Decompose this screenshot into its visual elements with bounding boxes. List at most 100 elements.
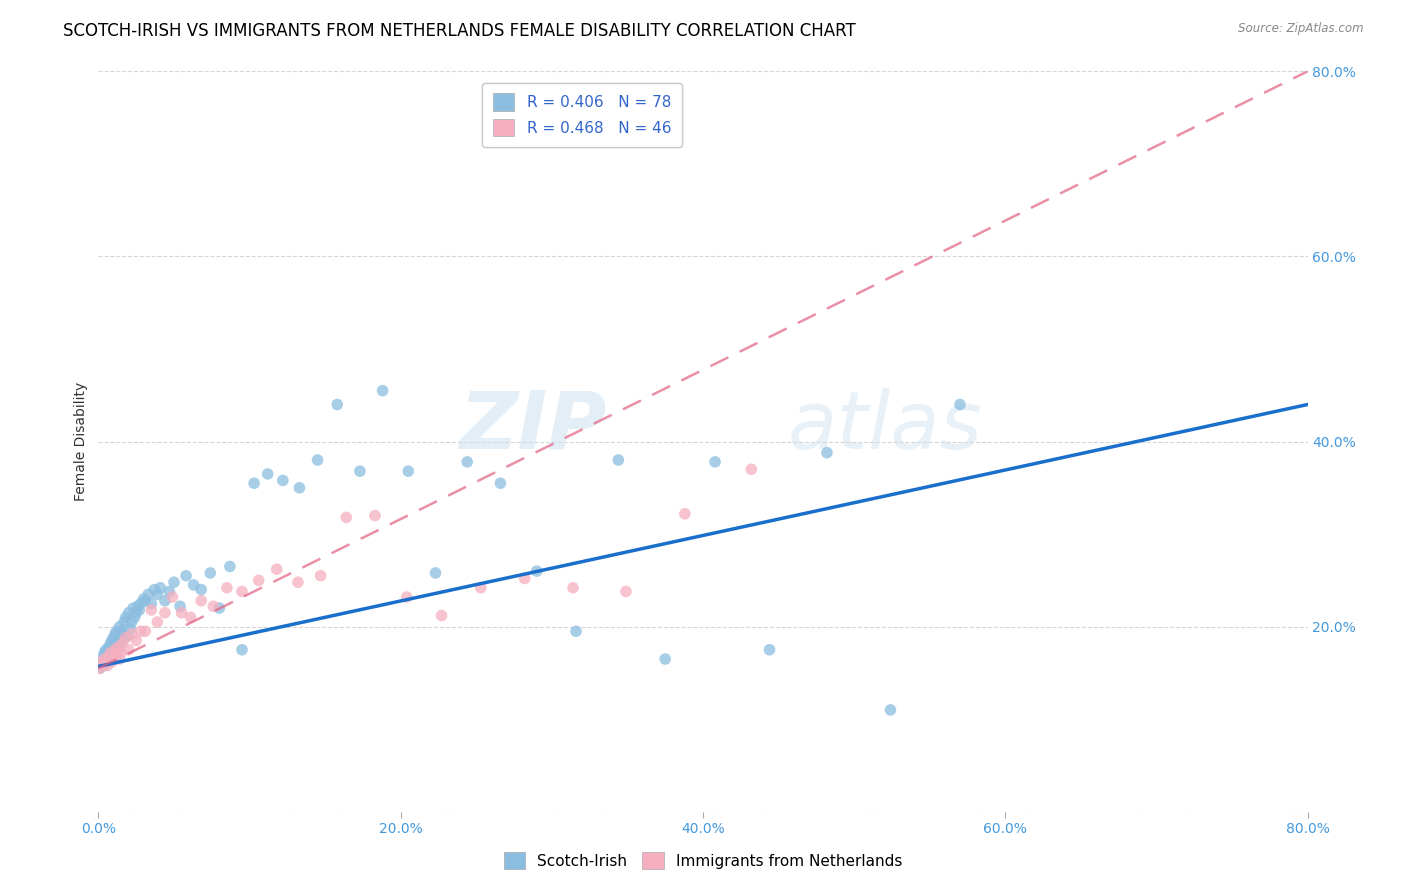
- Point: [91, 649, 114, 664]
- Point: [215, 581, 238, 595]
- Point: [456, 455, 478, 469]
- Point: [100, 636, 122, 650]
- Point: [128, 603, 150, 617]
- Text: SCOTCH-IRISH VS IMMIGRANTS FROM NETHERLANDS FEMALE DISABILITY CORRELATION CHART: SCOTCH-IRISH VS IMMIGRANTS FROM NETHERLA…: [63, 22, 856, 40]
- Point: [395, 590, 418, 604]
- Point: [127, 599, 149, 614]
- Point: [110, 627, 132, 641]
- Point: [136, 587, 159, 601]
- Point: [98, 649, 121, 664]
- Point: [103, 652, 125, 666]
- Point: [489, 476, 512, 491]
- Legend: R = 0.406   N = 78, R = 0.468   N = 46: R = 0.406 N = 78, R = 0.468 N = 46: [482, 83, 682, 147]
- Point: [101, 646, 124, 660]
- Point: [183, 578, 205, 592]
- Point: [654, 652, 676, 666]
- Point: [231, 642, 253, 657]
- Point: [190, 582, 212, 597]
- Point: [124, 610, 146, 624]
- Point: [98, 640, 121, 654]
- Point: [107, 633, 129, 648]
- Point: [326, 398, 349, 412]
- Point: [100, 646, 122, 660]
- Point: [815, 445, 838, 459]
- Point: [758, 642, 780, 657]
- Point: [114, 631, 136, 645]
- Point: [396, 464, 419, 478]
- Point: [271, 474, 294, 488]
- Point: [153, 593, 176, 607]
- Point: [91, 658, 114, 673]
- Point: [90, 655, 112, 669]
- Point: [110, 633, 132, 648]
- Point: [247, 574, 270, 588]
- Point: [134, 624, 156, 639]
- Point: [879, 703, 901, 717]
- Point: [89, 661, 111, 675]
- Point: [141, 597, 163, 611]
- Point: [122, 601, 145, 615]
- Point: [219, 559, 242, 574]
- Point: [430, 608, 453, 623]
- Point: [101, 655, 124, 669]
- Point: [288, 481, 311, 495]
- Point: [115, 629, 138, 643]
- Point: [349, 464, 371, 478]
- Point: [190, 593, 212, 607]
- Point: [371, 384, 394, 398]
- Point: [101, 633, 124, 648]
- Point: [120, 622, 142, 636]
- Point: [470, 581, 492, 595]
- Text: atlas: atlas: [787, 388, 983, 466]
- Point: [309, 568, 332, 582]
- Point: [89, 661, 111, 675]
- Point: [673, 507, 696, 521]
- Point: [740, 462, 762, 476]
- Point: [146, 615, 169, 629]
- Point: [104, 627, 127, 641]
- Text: Source: ZipAtlas.com: Source: ZipAtlas.com: [1239, 22, 1364, 36]
- Point: [94, 655, 117, 669]
- Point: [94, 642, 117, 657]
- Point: [105, 646, 128, 660]
- Point: [526, 564, 548, 578]
- Text: ZIP: ZIP: [458, 388, 606, 466]
- Point: [562, 581, 585, 595]
- Point: [94, 655, 117, 669]
- Point: [153, 606, 176, 620]
- Point: [105, 624, 128, 639]
- Point: [105, 648, 128, 662]
- Point: [162, 590, 184, 604]
- Point: [125, 606, 148, 620]
- Point: [104, 642, 127, 657]
- Point: [90, 655, 112, 669]
- Point: [208, 601, 231, 615]
- Point: [132, 591, 155, 606]
- Point: [159, 584, 181, 599]
- Point: [93, 652, 115, 666]
- Point: [108, 652, 131, 666]
- Point: [121, 627, 143, 641]
- Point: [107, 640, 129, 654]
- Point: [607, 453, 630, 467]
- Point: [100, 649, 122, 664]
- Point: [121, 615, 143, 629]
- Point: [112, 615, 135, 629]
- Point: [243, 476, 266, 491]
- Point: [129, 624, 152, 639]
- Point: [565, 624, 588, 639]
- Point: [704, 455, 727, 469]
- Point: [202, 599, 225, 614]
- Point: [129, 597, 152, 611]
- Point: [513, 572, 536, 586]
- Point: [170, 606, 193, 620]
- Point: [111, 636, 134, 650]
- Point: [93, 652, 115, 666]
- Point: [118, 606, 141, 620]
- Point: [163, 575, 186, 590]
- Point: [169, 599, 191, 614]
- Point: [91, 658, 114, 673]
- Point: [143, 582, 166, 597]
- Point: [149, 581, 172, 595]
- Point: [614, 584, 637, 599]
